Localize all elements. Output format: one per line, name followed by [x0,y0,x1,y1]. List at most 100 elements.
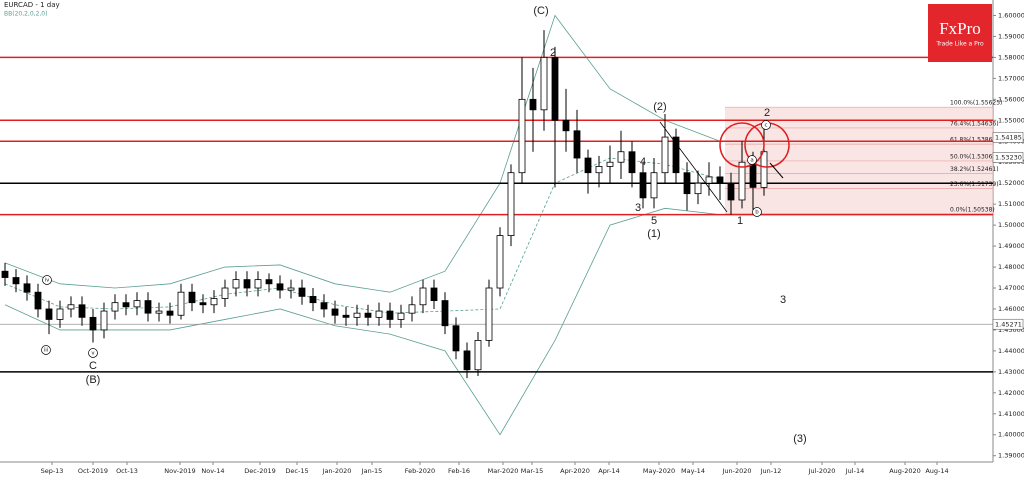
candle-body [408,304,416,314]
price-tag-label: 1.45271 [995,320,1022,328]
candle-body [353,312,361,318]
y-tick-label: 1.48000 [998,263,1024,271]
candle-body [606,161,614,167]
y-tick-label: 1.60000 [998,11,1024,19]
candle-body [584,157,592,174]
x-tick-label: Apr-14 [598,467,619,475]
candle-body [78,304,86,318]
y-tick-label: 1.49000 [998,242,1024,250]
wave-label: (B) [86,374,101,386]
x-tick-label: Dec-2019 [244,467,275,475]
wave-label: (1) [647,228,660,240]
candle-body [551,57,559,121]
candle-body [111,302,119,312]
wave-marker-label: iii [44,348,49,354]
candle-body [419,287,427,306]
candle-body [485,287,493,341]
candle-body [463,350,471,371]
candle-body [100,310,108,331]
candle-body [1,270,9,278]
candle-body [254,279,262,289]
trend-line [659,121,728,213]
fib-label: 61.8%(1.53862) [950,137,999,144]
fib-label: 38.2%(1.52461) [950,166,999,173]
wave-label: 3 [635,202,641,214]
y-tick-label: 1.45000 [998,326,1024,334]
candle-body [397,312,405,320]
candle-body [705,176,713,184]
x-tick-label: Jul-14 [845,467,864,475]
chart-title: EURCAD - 1 day [4,1,60,9]
candle-body [573,130,581,159]
candle-body [441,300,449,327]
logo: FxPro Trade Like a Pro [928,4,992,62]
candle-body [177,291,185,316]
candle-body [221,287,229,299]
wave-marker-label: c [764,123,767,129]
wave-marker [747,155,757,165]
wave-label: C [89,360,97,372]
y-tick-label: 1.51000 [998,200,1024,208]
wave-label: (3) [793,433,806,445]
candle-body [199,302,207,306]
x-tick-label: Jul-2020 [808,467,836,475]
x-tick-label: Feb-16 [448,467,470,475]
candle-body [320,302,328,310]
candle-body [12,277,20,285]
fib-label: 23.6%(1.51739) [950,181,999,188]
candle-body [496,235,504,289]
candle-body [738,161,746,201]
candle-body [518,98,526,174]
logo-name: FxPro [939,19,981,38]
wave-marker-label: a [750,158,753,164]
fib-label: 50.0%(1.53062) [950,153,999,160]
candle-body [232,279,240,289]
candle-body [639,172,647,199]
candle-body [309,295,317,304]
wave-label: 1 [737,215,743,227]
wave-marker [42,275,52,285]
candle-body [188,291,196,304]
candle-body [386,310,394,320]
candle-body [628,151,636,174]
x-tick-label: Jan-2020 [322,467,352,475]
price-tag [992,318,1024,330]
candle-body [89,316,97,331]
candle-body [45,308,53,320]
y-tick-label: 1.59000 [998,32,1024,40]
candle-body [67,304,75,310]
candle-body [452,325,460,352]
candle-body [155,310,163,314]
logo-box [928,4,992,62]
y-tick-label: 1.44000 [998,347,1024,355]
candle-body [595,166,603,174]
wave-marker [761,120,771,130]
wave-label: (C) [533,5,548,17]
fib-label: 100.0%(1.55625) [950,100,1002,107]
wave-label: 2 [550,47,556,59]
wave-label: 2 [764,107,770,119]
x-tick-label: Jan-15 [361,467,383,475]
y-tick-label: 1.50000 [998,221,1024,229]
y-tick-label: 1.41000 [998,410,1024,418]
wave-label: 4 [640,156,646,168]
candle-body [661,136,669,174]
candle-body [56,308,64,320]
price-tag [992,132,1024,143]
wave-label: (2) [653,101,666,113]
bollinger-band [4,207,721,436]
price-tag-label: 1.53230 [995,153,1022,161]
y-tick-label: 1.47000 [998,284,1024,292]
x-tick-label: May-2020 [643,467,675,475]
y-tick-label: 1.56000 [998,95,1024,103]
x-tick-label: Aug-14 [925,467,948,475]
candle-body [749,161,757,188]
y-tick-label: 1.55000 [998,116,1024,124]
wave-marker [88,348,98,358]
x-tick-label: Sep-13 [41,467,64,475]
candle-body [342,314,350,318]
candle-body [727,182,735,201]
x-tick-label: Oct-13 [116,467,138,475]
wave-label: 3 [780,294,786,306]
